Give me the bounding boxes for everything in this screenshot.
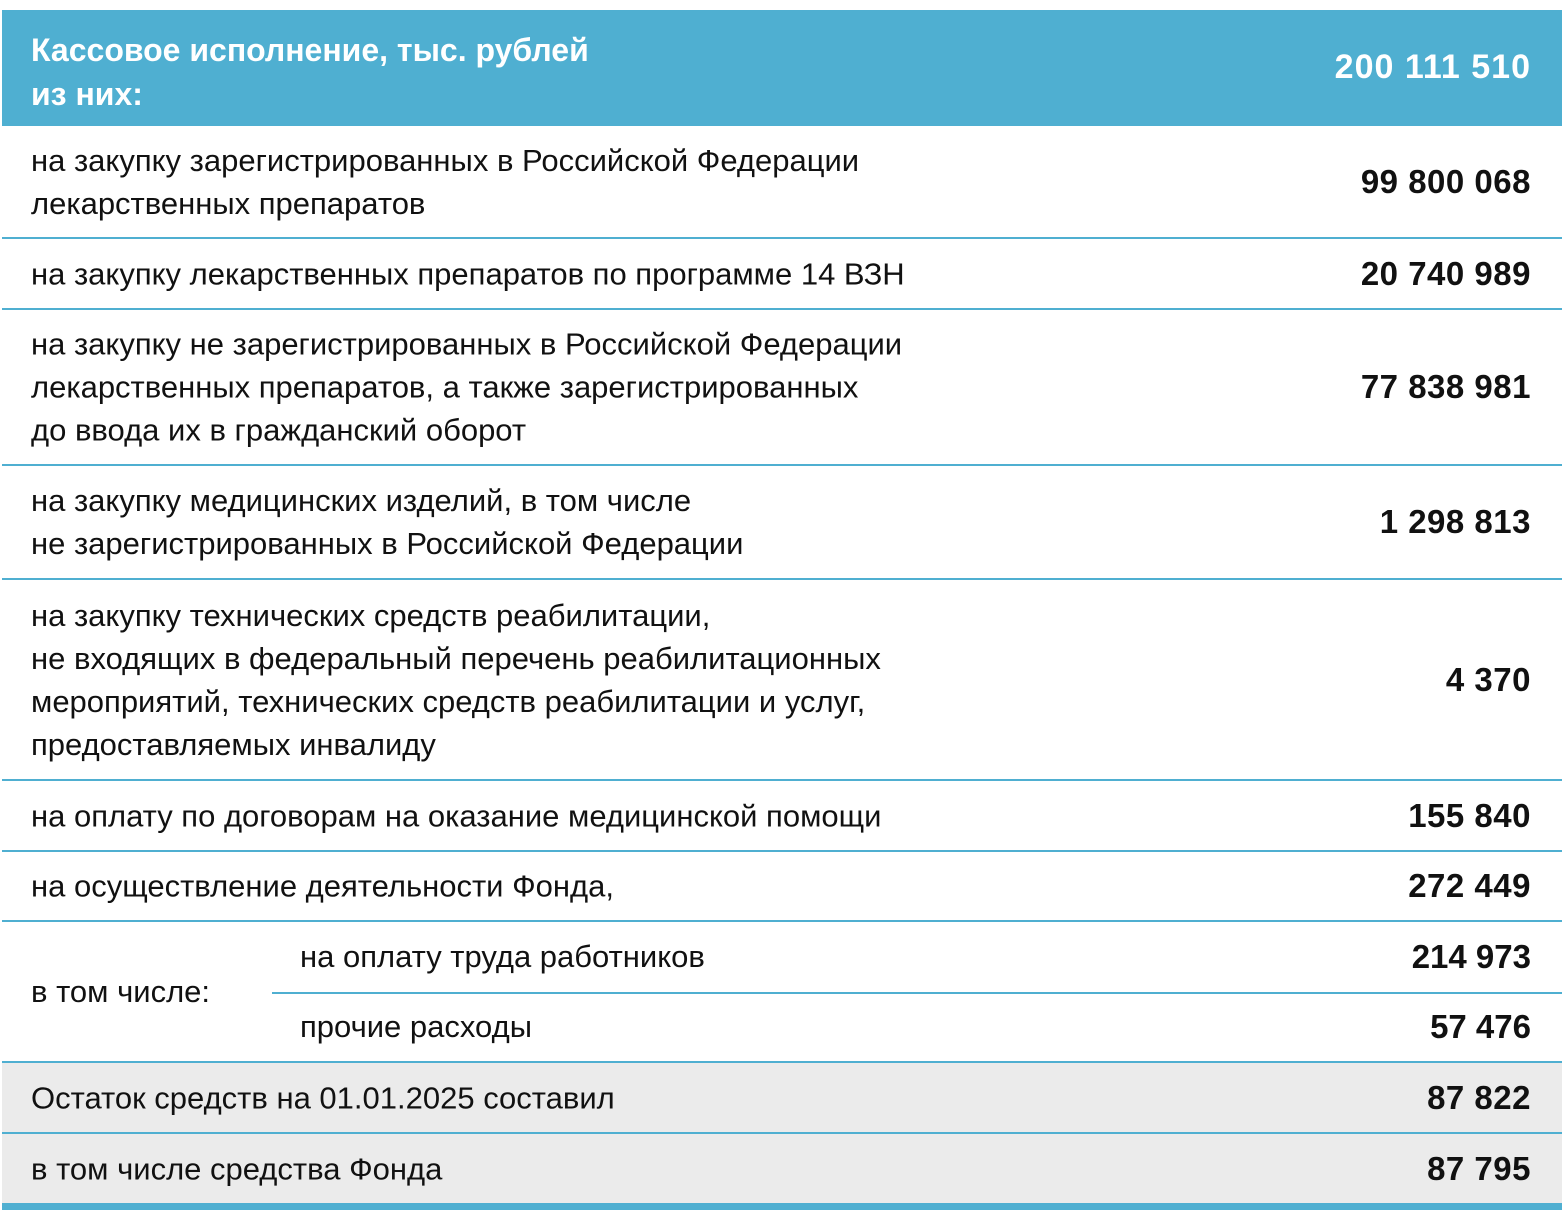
table-header: Кассовое исполнение, тыс. рублей из них:… (2, 10, 1562, 126)
row-value: 214 973 (1411, 938, 1531, 975)
row-label: на оплату по договорам на оказание медиц… (31, 798, 882, 833)
row-value: 57 476 (1430, 1008, 1531, 1045)
row-label: на закупку технических средств реабилита… (31, 597, 881, 762)
table-row: на осуществление деятельности Фонда, 272… (2, 852, 1562, 922)
row-value: 87 822 (1427, 1078, 1531, 1116)
breakdown-group: в том числе: на оплату труда работников … (2, 922, 1562, 1063)
table-row: на закупку лекарственных препаратов по п… (2, 239, 1562, 310)
breakdown-row: на оплату труда работников 214 973 (272, 922, 1562, 994)
row-value: 87 795 (1427, 1149, 1531, 1187)
row-label: в том числе средства Фонда (31, 1151, 443, 1186)
header-title: Кассовое исполнение, тыс. рублей из них: (31, 32, 589, 112)
row-label: на закупку зарегистрированных в Российск… (31, 142, 860, 221)
breakdown-label: в том числе: (31, 973, 211, 1009)
bottom-border (2, 1203, 1562, 1210)
row-value: 20 740 989 (1360, 254, 1531, 292)
table-row: на оплату по договорам на оказание медиц… (2, 781, 1562, 852)
balance-row: Остаток средств на 01.01.2025 составил 8… (2, 1063, 1562, 1134)
table-row: на закупку зарегистрированных в Российск… (2, 126, 1562, 239)
balance-row: в том числе средства Фонда 87 795 (2, 1134, 1562, 1203)
row-value: 272 449 (1408, 867, 1531, 904)
row-value: 1 298 813 (1379, 503, 1531, 540)
budget-table: Кассовое исполнение, тыс. рублей из них:… (2, 10, 1562, 1210)
table-row: на закупку медицинских изделий, в том чи… (2, 466, 1562, 580)
row-label: на осуществление деятельности Фонда, (31, 868, 614, 904)
row-label: прочие расходы (300, 1009, 532, 1044)
row-label: на закупку лекарственных препаратов по п… (31, 256, 905, 291)
table-row: на закупку технических средств реабилита… (2, 580, 1562, 781)
row-value: 155 840 (1408, 796, 1531, 834)
row-label: на оплату труда работников (300, 939, 705, 974)
header-total-value: 200 111 510 (1334, 48, 1531, 86)
row-value: 99 800 068 (1360, 162, 1531, 200)
row-value: 77 838 981 (1360, 368, 1531, 405)
table-row: на закупку не зарегистрированных в Росси… (2, 310, 1562, 466)
breakdown-row: прочие расходы 57 476 (272, 993, 1562, 1061)
row-label: на закупку не зарегистрированных в Росси… (31, 326, 903, 448)
row-label: Остаток средств на 01.01.2025 составил (31, 1080, 615, 1115)
row-label: на закупку медицинских изделий, в том чи… (31, 483, 744, 561)
row-value: 4 370 (1445, 660, 1531, 698)
